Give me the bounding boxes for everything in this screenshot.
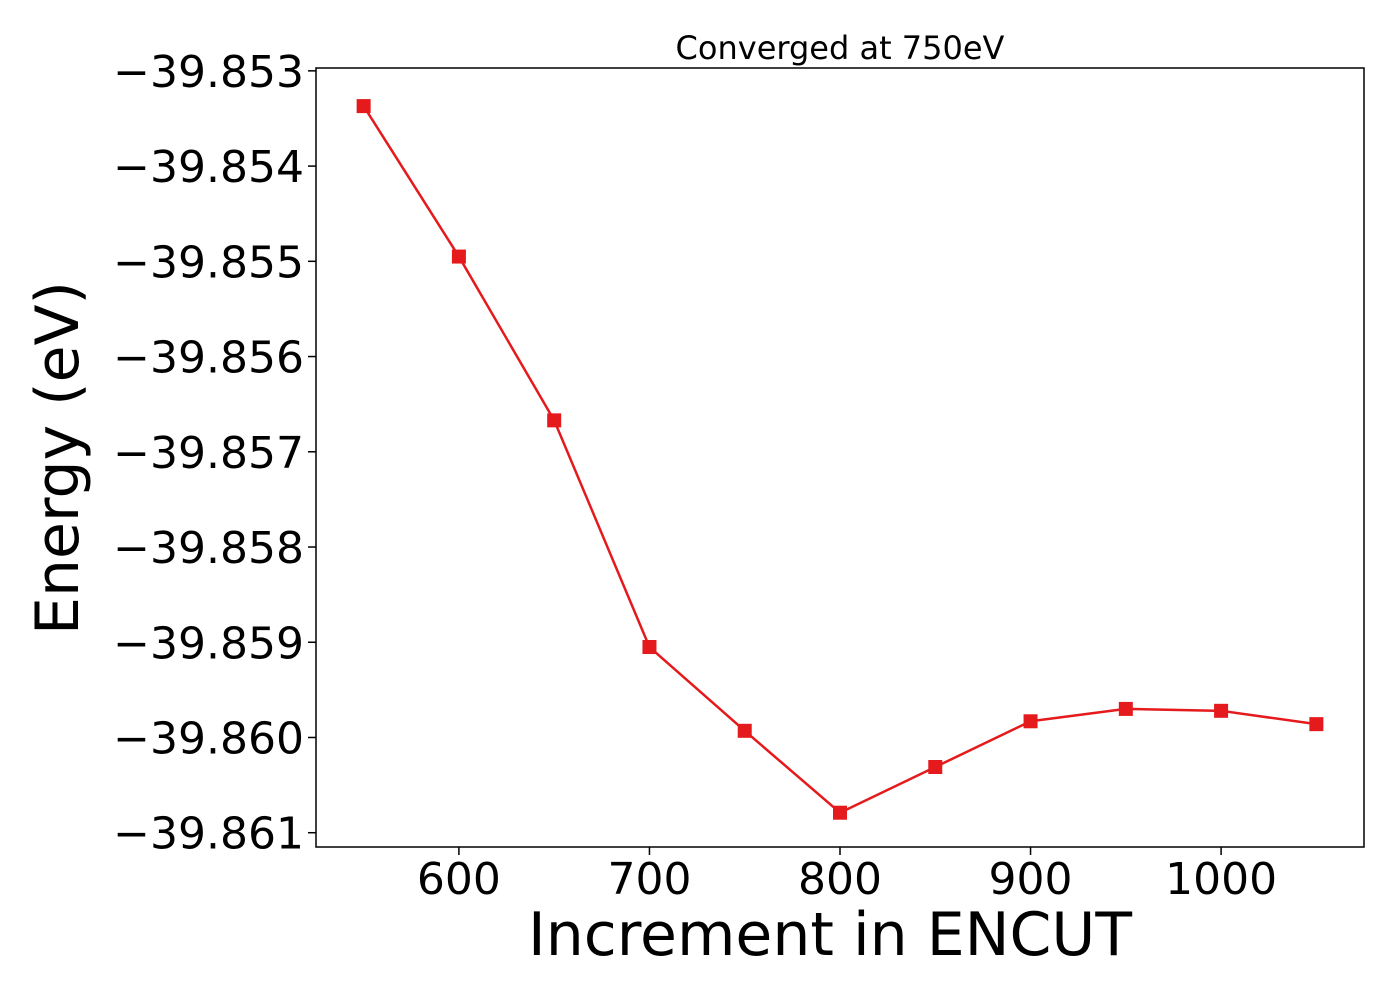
x-tick-label: 700: [607, 854, 691, 905]
x-tick-label: 600: [417, 854, 501, 905]
plot-frame: [315, 67, 1365, 848]
series-line: [362, 105, 1317, 814]
data-point: [356, 99, 371, 114]
y-tick-label: −39.860: [113, 713, 304, 764]
plot-area: [356, 99, 1324, 820]
y-tick-label: −39.856: [113, 333, 304, 384]
x-axis: 600 700 800 900 1000: [417, 847, 1277, 905]
y-tick-label: −39.857: [113, 428, 304, 479]
y-axis-label: Energy (eV): [23, 281, 93, 635]
data-point: [1309, 717, 1324, 732]
data-point: [1023, 714, 1038, 729]
data-point: [833, 805, 847, 820]
y-tick-label: −39.858: [113, 523, 304, 574]
x-tick-label: 800: [798, 854, 882, 905]
y-tick-label: −39.859: [113, 618, 304, 669]
y-axis: −39.853 −39.854 −39.855 −39.856 −39.857 −39.8…: [113, 47, 316, 860]
data-point: [547, 413, 562, 428]
data-point: [451, 249, 466, 264]
data-point: [1118, 701, 1133, 716]
x-axis-label: Increment in ENCUT: [528, 900, 1132, 970]
data-point: [737, 723, 752, 738]
x-tick-label: 1000: [1165, 854, 1277, 905]
chart-title: Converged at 750eV: [676, 29, 1005, 67]
data-point: [928, 760, 943, 775]
x-tick-label: 900: [989, 854, 1073, 905]
data-point: [642, 640, 657, 655]
y-tick-label: −39.853: [113, 47, 304, 98]
y-tick-label: −39.861: [113, 809, 304, 860]
y-tick-label: −39.855: [113, 237, 304, 288]
y-tick-label: −39.854: [113, 142, 304, 193]
data-point: [1214, 703, 1229, 718]
